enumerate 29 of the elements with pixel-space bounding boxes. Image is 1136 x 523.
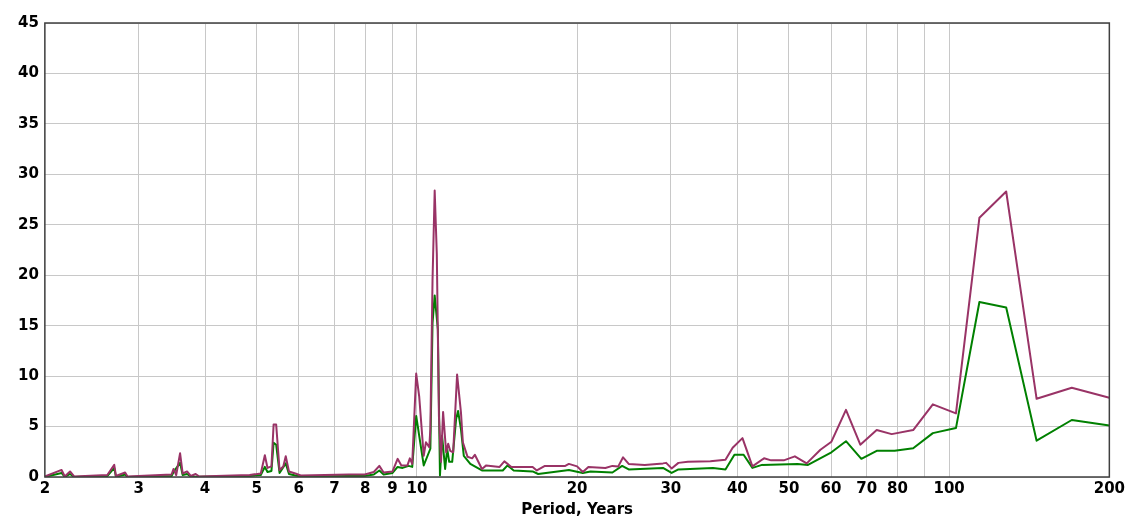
x-tick-label: 9 [387,478,398,497]
x-tick-label: 30 [660,478,682,497]
x-tick-label: 70 [856,478,878,497]
y-tick-label: 5 [28,416,39,435]
y-tick-label: 35 [18,113,39,132]
x-tick-label: 20 [566,478,588,497]
x-tick-label: 8 [360,478,371,497]
x-axis-title: Period, Years [521,499,634,518]
x-tick-label: 40 [726,478,748,497]
x-tick-label: 4 [199,478,211,497]
x-tick-label: 100 [933,478,965,497]
y-tick-label: 10 [18,366,39,384]
x-tick-label: 50 [778,478,800,497]
x-tick-label: 10 [406,478,428,497]
y-tick-label: 45 [18,12,39,31]
y-tick-label: 40 [18,63,39,82]
y-tick-label: 20 [18,265,39,284]
y-tick-label: 15 [18,315,39,334]
x-tick-label: 200 [1093,478,1125,497]
x-tick-label: 60 [820,478,842,497]
y-tick-label: 0 [28,466,39,485]
y-tick-label: 25 [18,214,39,233]
x-tick-label: 3 [133,478,144,497]
x-tick-label: 80 [887,478,908,497]
y-tick-label: 30 [18,164,39,183]
x-tick-label: 5 [251,478,262,497]
x-tick-label: 6 [293,478,305,497]
x-tick-label: 2 [39,478,51,497]
x-tick-label: 7 [329,478,340,497]
